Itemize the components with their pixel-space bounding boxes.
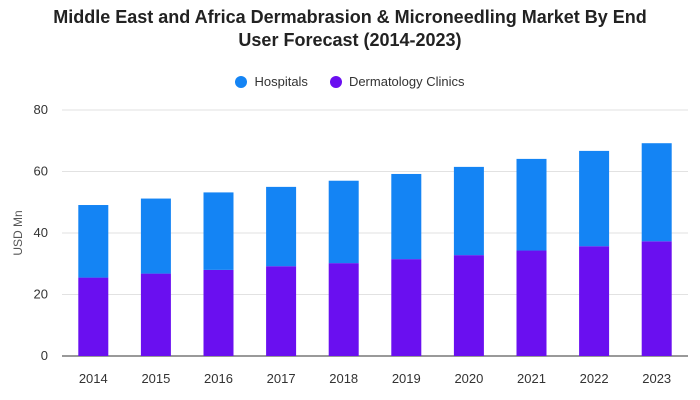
y-tick-label: 80 [34, 102, 48, 117]
bar-hospitals-2018[interactable] [328, 180, 359, 264]
bar-dermatology-clinics-2014[interactable] [78, 277, 109, 356]
bar-hospitals-2022[interactable] [579, 150, 610, 247]
bar-hospitals-2015[interactable] [140, 198, 171, 274]
legend-label-hospitals: Hospitals [254, 74, 308, 89]
bar-hospitals-2019[interactable] [391, 173, 422, 260]
bar-dermatology-clinics-2016[interactable] [203, 269, 234, 356]
x-tick-label: 2019 [392, 371, 421, 386]
bar-hospitals-2023[interactable] [641, 143, 672, 242]
legend-item-dermatology-clinics[interactable]: Dermatology Clinics [329, 74, 465, 89]
x-tick-label: 2014 [79, 371, 108, 386]
y-tick-label: 60 [34, 164, 48, 179]
bar-dermatology-clinics-2022[interactable] [579, 246, 610, 356]
bar-hospitals-2017[interactable] [266, 186, 297, 267]
bar-dermatology-clinics-2017[interactable] [266, 266, 297, 356]
chart-legend: Hospitals Dermatology Clinics [0, 74, 700, 89]
x-tick-label: 2016 [204, 371, 233, 386]
x-tick-label: 2020 [454, 371, 483, 386]
legend-item-hospitals[interactable]: Hospitals [235, 74, 308, 89]
chart-title-line-2: User Forecast (2014-2023) [238, 30, 462, 50]
bar-dermatology-clinics-2021[interactable] [516, 250, 547, 356]
bar-dermatology-clinics-2018[interactable] [328, 263, 359, 356]
bar-hospitals-2020[interactable] [453, 166, 484, 256]
y-tick-label: 0 [41, 348, 48, 363]
legend-label-dermatology-clinics: Dermatology Clinics [348, 74, 465, 89]
bar-dermatology-clinics-2020[interactable] [453, 255, 484, 356]
y-tick-label: 20 [34, 287, 48, 302]
chart-title-line-1: Middle East and Africa Dermabrasion & Mi… [53, 7, 647, 27]
bar-hospitals-2016[interactable] [203, 192, 234, 270]
chart-title: Middle East and Africa Dermabrasion & Mi… [0, 6, 700, 52]
legend-swatch-hospitals [235, 75, 248, 88]
x-tick-label: 2021 [517, 371, 546, 386]
x-tick-label: 2017 [267, 371, 296, 386]
y-tick-label: 40 [34, 225, 48, 240]
bar-hospitals-2021[interactable] [516, 158, 547, 251]
bar-dermatology-clinics-2023[interactable] [641, 241, 672, 356]
legend-swatch-dermatology-clinics [329, 75, 342, 88]
y-axis-label: USD Mn [11, 210, 25, 255]
bar-hospitals-2014[interactable] [78, 205, 109, 278]
x-tick-label: 2018 [329, 371, 358, 386]
bar-dermatology-clinics-2015[interactable] [140, 273, 171, 356]
x-tick-label: 2023 [642, 371, 671, 386]
bar-dermatology-clinics-2019[interactable] [391, 259, 422, 356]
x-tick-label: 2015 [141, 371, 170, 386]
x-tick-label: 2022 [580, 371, 609, 386]
